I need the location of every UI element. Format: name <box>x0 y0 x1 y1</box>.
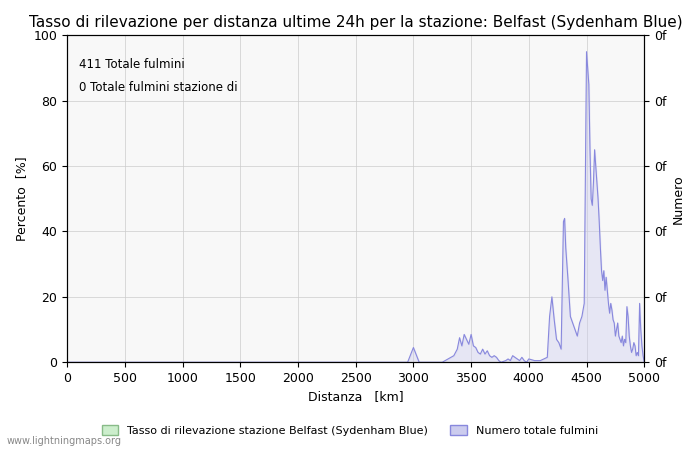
Text: www.lightningmaps.org: www.lightningmaps.org <box>7 436 122 446</box>
Text: 411 Totale fulmini: 411 Totale fulmini <box>78 58 184 71</box>
Legend: Tasso di rilevazione stazione Belfast (Sydenham Blue), Numero totale fulmini: Tasso di rilevazione stazione Belfast (S… <box>97 420 603 440</box>
Title: Tasso di rilevazione per distanza ultime 24h per la stazione: Belfast (Sydenham : Tasso di rilevazione per distanza ultime… <box>29 15 682 30</box>
Y-axis label: Numero: Numero <box>672 174 685 224</box>
X-axis label: Distanza   [km]: Distanza [km] <box>308 391 403 404</box>
Y-axis label: Percento  [%]: Percento [%] <box>15 157 28 241</box>
Text: 0 Totale fulmini stazione di: 0 Totale fulmini stazione di <box>78 81 237 94</box>
